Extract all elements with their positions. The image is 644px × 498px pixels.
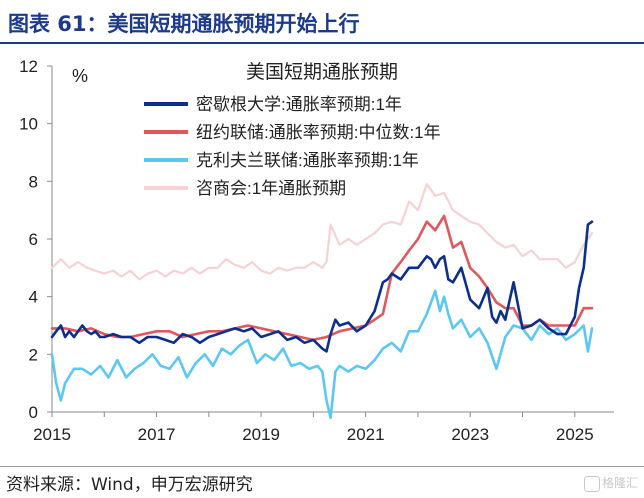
x-tick-label-2019: 2019: [242, 425, 280, 444]
legend-label-4: 咨商会:1年通胀预期: [196, 179, 346, 198]
x-tick-label-2023: 2023: [451, 425, 489, 444]
watermark-text: 格隆汇: [601, 476, 638, 490]
chart-container: 0 2 4 6 8 10 12 2015 2017 2019 2021 2023 2025% 美国短期通胀…: [0, 44, 644, 464]
y-tick-label-4: 4: [29, 288, 38, 307]
title-underline: [0, 42, 644, 44]
watermark-logo-icon: [583, 475, 600, 492]
series-line-1: [50, 220, 594, 353]
series-line-2: [50, 214, 594, 342]
figure-title: 图表 61：美国短期通胀预期开始上行: [8, 12, 360, 36]
x-tick-label-2025: 2025: [556, 425, 594, 444]
legend-label-1: 密歇根大学:通胀率预期:1年: [196, 95, 402, 114]
footer-divider: [0, 466, 644, 467]
y-tick-label-6: 6: [29, 230, 38, 249]
legend-label-2: 纽约联储:通胀率预期:中位数:1年: [196, 123, 441, 142]
figure-header: 图表 61：美国短期通胀预期开始上行: [0, 0, 644, 44]
x-tick-label-2015: 2015: [33, 425, 71, 444]
source-note: 资料来源：Wind，申万宏源研究: [6, 475, 253, 495]
y-tick-label-8: 8: [29, 172, 38, 191]
series-line-4: [50, 183, 594, 281]
series-line-3: [50, 289, 594, 420]
watermark: 格隆汇: [583, 474, 638, 492]
line-chart: 0 2 4 6 8 10 12 2015 2017 2019 2021 2023 2025% 美国短期通胀…: [19, 57, 614, 444]
x-tick-label-2017: 2017: [138, 425, 176, 444]
y-tick-label-10: 10: [19, 115, 38, 134]
x-tick-label-2021: 2021: [347, 425, 385, 444]
y-tick-label-0: 0: [29, 403, 38, 422]
legend-label-3: 克利夫兰联储:通胀率预期:1年: [196, 151, 419, 170]
y-tick-label-2: 2: [29, 345, 38, 364]
y-axis-unit-label: %: [72, 66, 88, 86]
y-tick-label-12: 12: [19, 57, 38, 76]
chart-title: 美国短期通胀预期: [246, 61, 398, 83]
